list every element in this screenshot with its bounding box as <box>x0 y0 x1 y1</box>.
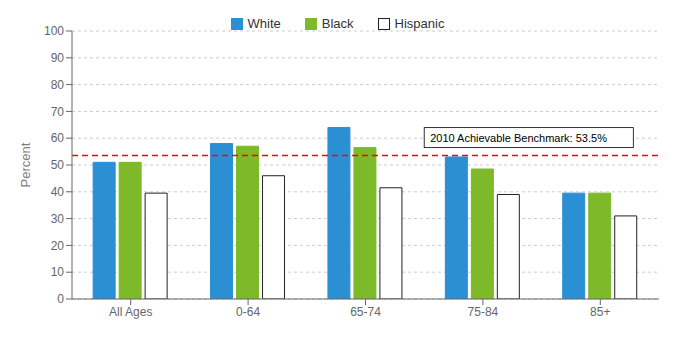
html-text:Hispanic: Hispanic <box>394 16 445 31</box>
svg-text:85+: 85+ <box>590 305 610 319</box>
svg-text:100: 100 <box>44 24 64 38</box>
html-text:Black: Black <box>321 16 354 31</box>
svg-text:0-64: 0-64 <box>236 305 260 319</box>
svg-text:60: 60 <box>51 131 65 145</box>
svg-text:10: 10 <box>51 265 65 279</box>
svg-text:80: 80 <box>51 78 65 92</box>
svg-text:30: 30 <box>51 212 65 226</box>
svg-text:0: 0 <box>57 292 64 306</box>
svg-text:Percent: Percent <box>18 142 33 187</box>
svg-text:All Ages: All Ages <box>109 305 152 319</box>
svg-text:75-84: 75-84 <box>468 305 499 319</box>
svg-text:2010 Achievable Benchmark: 53.: 2010 Achievable Benchmark: 53.5% <box>430 132 607 144</box>
svg-text:40: 40 <box>51 185 65 199</box>
html-text:White: White <box>247 16 281 31</box>
svg-text:20: 20 <box>51 239 65 253</box>
svg-text:50: 50 <box>51 158 65 172</box>
svg-text:70: 70 <box>51 105 65 119</box>
svg-text:65-74: 65-74 <box>350 305 381 319</box>
svg-text:90: 90 <box>51 51 65 65</box>
